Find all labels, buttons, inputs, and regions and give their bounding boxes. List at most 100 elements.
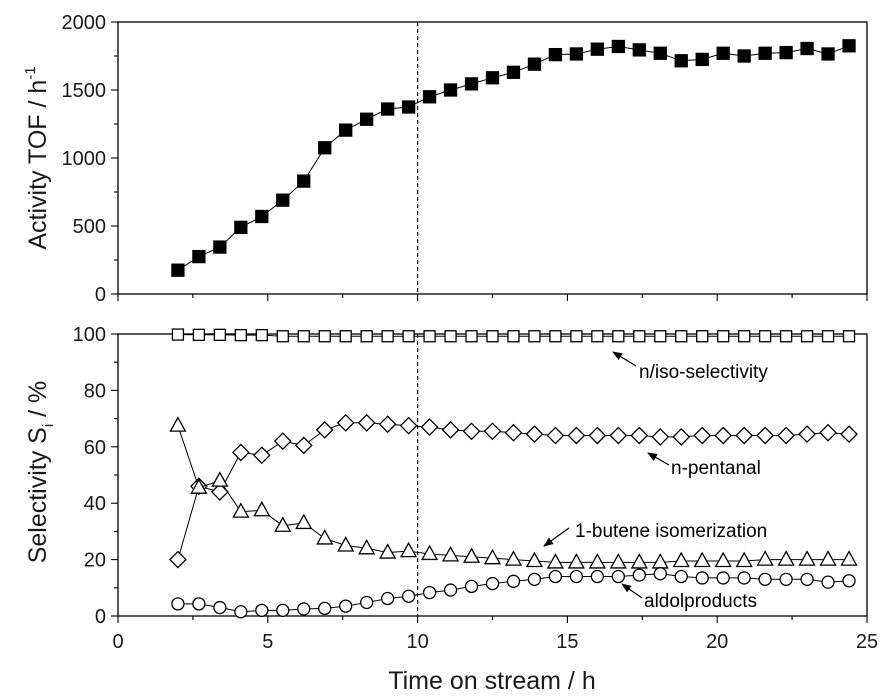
bottom-y-axis-title-tail: / % (24, 381, 52, 424)
bottom-series-3-point (464, 579, 479, 594)
bottom-series-0-point (612, 330, 625, 343)
top-series-0-point (800, 41, 814, 56)
bottom-series-0-point (318, 330, 331, 343)
annot-arrow-butene (543, 527, 570, 547)
bottom-series-1-point (294, 436, 313, 455)
bottom-series-1-point (672, 428, 691, 446)
top-y-tick-label: 1000 (62, 148, 107, 170)
bottom-series-3-point (632, 568, 646, 582)
bottom-series-1-point (651, 428, 670, 446)
top-series-0-point (213, 240, 227, 254)
bottom-series-0-point (591, 330, 604, 343)
bottom-series-3-point (213, 600, 227, 615)
top-series-0-point (590, 42, 605, 56)
bottom-y-ticks: 0 20 40 60 80 100 (73, 324, 118, 628)
annot-label-butene: 1-butene isomerization (575, 521, 767, 542)
bottom-y-tick-label: 60 (84, 437, 106, 459)
bottom-y-tick-label: 80 (84, 380, 106, 402)
bottom-series-0-point (465, 330, 478, 343)
bottom-series-2-point (525, 551, 544, 568)
bottom-series-2-point (358, 538, 376, 555)
bottom-series-3-point (569, 569, 584, 584)
bottom-series-3-point (842, 574, 856, 588)
bottom-y-tick-label: 100 (73, 324, 106, 346)
bottom-series-3-point (234, 605, 248, 619)
top-y-tick-label: 0 (95, 284, 106, 306)
bottom-series-0-point (800, 330, 814, 343)
bottom-series-3-point (422, 585, 437, 600)
bottom-series-0-point (255, 328, 268, 342)
bottom-x-tick-label: 20 (706, 631, 728, 653)
bottom-y-axis-title: Selectivity Si / % (24, 381, 57, 564)
top-series-0-point (632, 43, 646, 57)
bottom-series-3-point (485, 576, 500, 591)
top-series-0-point (255, 209, 269, 224)
bottom-series-1-point (840, 425, 858, 444)
bottom-series-0-point (213, 328, 227, 341)
bottom-series-1-point (714, 426, 733, 445)
bottom-series-0-point (717, 330, 730, 343)
bottom-series-2 (169, 416, 858, 569)
bottom-series-2-point (462, 547, 481, 563)
bottom-series-2-point (630, 553, 648, 569)
bottom-series-1-point (546, 426, 565, 445)
top-plot-frame (117, 21, 868, 295)
bottom-series-2-point (777, 550, 795, 566)
bottom-series-3-point (297, 602, 311, 616)
bottom-series-3 (171, 567, 856, 619)
annot-label-n-iso: n/iso-selectivity (639, 362, 768, 383)
bottom-series-1-point (252, 446, 271, 465)
bottom-series-1-point (588, 426, 607, 445)
bottom-series-2-point (840, 550, 858, 566)
bottom-series-0-point (570, 330, 583, 343)
bottom-series-1-point (462, 422, 481, 441)
bottom-x-tick-label: 10 (406, 631, 428, 653)
bottom-series-3-point (695, 571, 709, 585)
bottom-series-0-point (276, 330, 289, 343)
bottom-series-1-point (357, 413, 376, 432)
bottom-panel: 0 20 40 60 80 100 0 5 10 15 20 25 Selectivity Si /… (24, 324, 878, 695)
bottom-series-3-point (611, 569, 625, 584)
bottom-series-1-point (315, 420, 334, 439)
bottom-series-0-point (549, 330, 562, 343)
top-series-0-point (674, 54, 688, 68)
top-series-group (171, 39, 856, 277)
bottom-series-1-point (504, 423, 523, 442)
bottom-series-3-point (674, 569, 688, 584)
top-series-0-point (171, 263, 185, 277)
bottom-series-0-point (507, 330, 520, 343)
bottom-series-0-point (758, 330, 772, 343)
bottom-series-2-point (651, 553, 669, 569)
top-series-0-point (506, 65, 521, 79)
bottom-series-0-point (486, 330, 499, 343)
top-series-0-point (380, 102, 395, 116)
bottom-series-3-point (443, 583, 458, 597)
bottom-series-3-point (276, 603, 290, 618)
bottom-series-1-point (378, 415, 397, 434)
bottom-series-2-point (546, 553, 565, 569)
bottom-series-2-point (735, 551, 753, 568)
bottom-series-3-point (716, 571, 730, 585)
annot-label-aldol: aldolproducts (644, 591, 757, 612)
bottom-series-1-point (819, 423, 837, 442)
bottom-series-0-point (297, 330, 310, 343)
bottom-series-1-point (756, 426, 775, 445)
bottom-x-tick-label: 15 (556, 631, 578, 653)
top-y-axis-title: Activity TOF / h-1 (22, 66, 52, 249)
bottom-x-ticks: 0 5 10 15 20 25 (112, 616, 878, 653)
bottom-series-2-point (756, 550, 774, 566)
bottom-series-3-point (339, 599, 353, 613)
bottom-x-tick-label: 25 (856, 631, 878, 653)
bottom-series-1-point (798, 425, 816, 444)
bottom-series-3-point (401, 589, 416, 603)
top-series-0-point (318, 141, 332, 155)
bottom-series-0-point (654, 330, 667, 343)
bottom-series-3-point (653, 567, 667, 581)
bottom-y-axis-title-subscript: i (40, 424, 57, 427)
bottom-series-1-point (735, 426, 754, 445)
bottom-series-3-point (171, 597, 185, 611)
bottom-series-1-point (336, 413, 355, 432)
top-series-0-point (758, 46, 772, 60)
bottom-series-0 (171, 328, 856, 343)
